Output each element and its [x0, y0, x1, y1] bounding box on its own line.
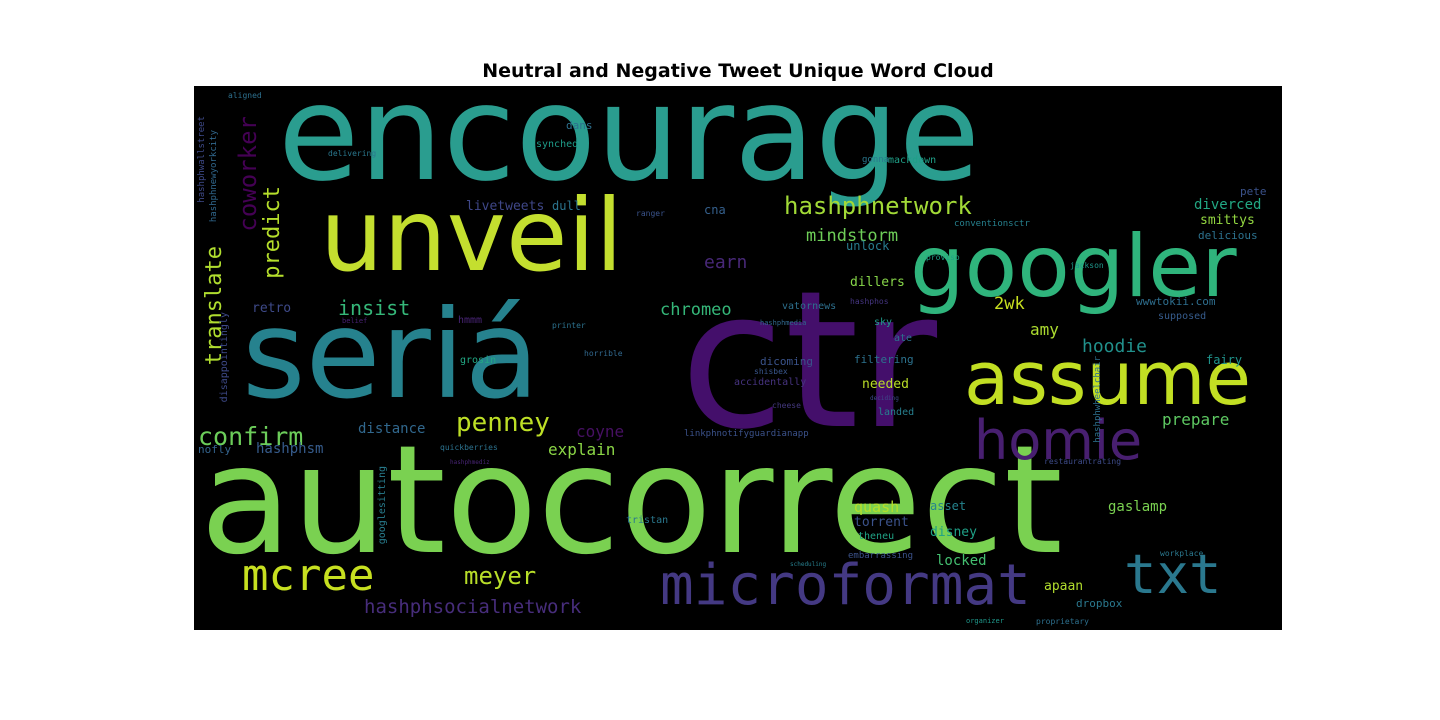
word-earn: earn — [704, 252, 748, 273]
word-supposed: supposed — [1158, 311, 1207, 322]
word-mcree: mcree — [242, 550, 375, 601]
word-dull: dull — [552, 199, 581, 213]
word-retro: retro — [252, 301, 292, 316]
word-gonna: gonna — [862, 155, 890, 165]
word-jackson: jackson — [1070, 261, 1104, 270]
word-theneu: theneu — [858, 531, 895, 542]
word-dropbox: dropbox — [1076, 597, 1123, 610]
word-conventionsctr: conventionsctr — [954, 219, 1030, 229]
word-hashphwallstreet: hashphwallstreet — [197, 116, 207, 203]
word-autocorrect: autocorrect — [200, 414, 1063, 588]
word-explain: explain — [548, 440, 616, 459]
word-hashphmediz: hashphmediz — [450, 459, 490, 466]
word-pete: pete — [1240, 185, 1267, 198]
word-coworker: coworker — [234, 116, 262, 232]
word-deciding: deciding — [870, 395, 899, 402]
word-meyer: meyer — [464, 562, 537, 590]
word-dicoming: dicoming — [760, 355, 813, 368]
word-dans: dans — [566, 119, 593, 132]
word-asset: asset — [930, 499, 967, 513]
word-torrent: torrent — [854, 515, 909, 530]
word-scheduling: scheduling — [790, 561, 827, 568]
word-shisbex: shisbex — [754, 367, 788, 376]
word-livetweets: livetweets — [466, 199, 545, 214]
word-seri-: seriá — [242, 284, 540, 426]
word-wwwtokii-com: wwwtokii.com — [1136, 295, 1216, 308]
word-2wk: 2wk — [994, 294, 1025, 314]
word-hoodie: hoodie — [1082, 336, 1148, 357]
word-insist: insist — [338, 296, 411, 320]
word-quickberries: quickberries — [440, 443, 498, 452]
word-microformat: microformat — [660, 553, 1031, 618]
word-quash: quash — [854, 498, 900, 516]
word-predict: predict — [260, 186, 285, 279]
word-encourage: encourage — [278, 86, 981, 211]
word-hmmm: hmmm — [458, 315, 483, 326]
word-hashphsocialnetwork: hashphsocialnetwork — [364, 596, 582, 618]
chart-title: Neutral and Negative Tweet Unique Word C… — [482, 60, 994, 82]
word-smackdown: smackdown — [882, 155, 937, 166]
word-horrible: horrible — [584, 349, 623, 358]
word-grosin: grosin — [460, 355, 497, 366]
word-ranger: ranger — [636, 209, 665, 218]
word-organizer: organizer — [966, 617, 1004, 625]
word-delivering: delivering — [328, 149, 377, 158]
word-aligned: aligned — [228, 91, 262, 100]
word-hashphnetwork: hashphnetwork — [784, 192, 972, 220]
word-fairy: fairy — [1206, 353, 1243, 367]
word-assume: assume — [964, 336, 1251, 422]
word-txt: txt — [1124, 543, 1222, 606]
word-filtering: filtering — [854, 353, 914, 366]
word-cna: cna — [704, 203, 726, 217]
word-mindstorm: mindstorm — [806, 226, 899, 246]
word-disappointingly: disappointingly — [219, 312, 230, 403]
word-printer: printer — [552, 321, 586, 330]
word-penney: penney — [456, 408, 550, 438]
word-locked: locked — [936, 553, 987, 569]
word-nofly: nofly — [198, 443, 232, 456]
word-delicious: delicious — [1198, 229, 1258, 242]
word-needed: needed — [862, 377, 909, 392]
word-unveil: unveil — [320, 177, 624, 294]
word-apaan: apaan — [1044, 579, 1084, 594]
word-sky: sky — [874, 317, 893, 328]
word-landed: landed — [878, 407, 915, 418]
word-disney: disney — [930, 525, 977, 540]
word-coyne: coyne — [576, 422, 625, 441]
word-hashphwheelchair: hashphwheelchair — [1093, 356, 1103, 443]
word-accidentally: accidentally — [734, 377, 807, 388]
word-hashphsm: hashphsm — [256, 441, 324, 457]
word-gaslamp: gaslamp — [1108, 499, 1168, 515]
word-unlock: unlock — [846, 239, 890, 253]
word-vatornews: vatornews — [782, 301, 837, 312]
word-amy: amy — [1030, 320, 1059, 339]
word-proviso: proviso — [926, 253, 960, 262]
word-workplace: workplace — [1160, 549, 1204, 558]
word-belief: belief — [342, 317, 368, 325]
word-tristan: tristan — [626, 515, 669, 526]
word-chromeo: chromeo — [660, 300, 732, 320]
word-distance: distance — [358, 421, 426, 437]
word-embarrassing: embarrassing — [848, 551, 914, 561]
word-ate: ate — [894, 333, 913, 344]
word-hashphmedia: hashphmedia — [760, 319, 807, 327]
word-homie: homie — [974, 409, 1143, 472]
word-linkphnotifyguardianapp: linkphnotifyguardianapp — [684, 429, 809, 439]
word-hashphnewyorkcity: hashphnewyorkcity — [209, 130, 219, 223]
word-dillers: dillers — [850, 275, 905, 290]
word-diverced: diverced — [1194, 197, 1262, 213]
word-confirm: confirm — [198, 422, 304, 451]
word-cheese: cheese — [772, 401, 801, 410]
word-cloud-canvas: encourage unveil seriá ctr autocorrect google… — [194, 86, 1282, 630]
word-smittys: smittys — [1200, 213, 1255, 228]
word-googlesitting: googlesitting — [377, 466, 388, 545]
word-synched: synched — [536, 139, 579, 150]
word-hashphos: hashphos — [850, 297, 889, 306]
word-restaurantrating: restaurantrating — [1044, 457, 1122, 466]
word-ctr: ctr — [680, 250, 938, 471]
word-proprietary: proprietary — [1036, 617, 1089, 626]
word-googler: googler — [910, 217, 1237, 317]
word-prepare: prepare — [1162, 410, 1230, 429]
